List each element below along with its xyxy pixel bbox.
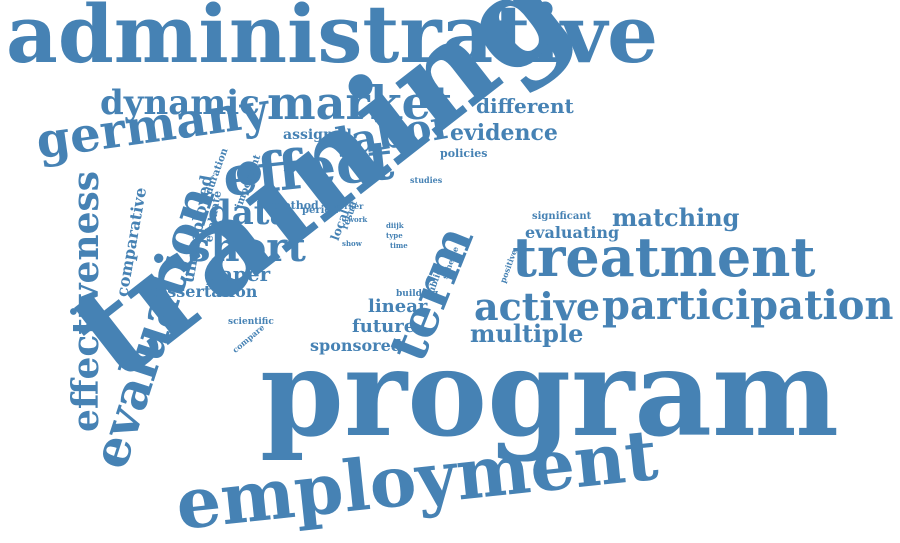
word-period: period: [302, 205, 339, 216]
word-market: market: [267, 76, 453, 130]
word-paper: paper: [206, 262, 271, 286]
word-dynamic: dynamic: [100, 83, 260, 123]
word-show: show: [342, 239, 362, 248]
word-time: time: [390, 241, 408, 250]
word-administrative: administrative: [6, 0, 659, 81]
word-active: active: [474, 284, 601, 329]
word-future: future: [352, 316, 416, 337]
word-type: type: [386, 231, 403, 240]
word-multiple: multiple: [470, 319, 584, 348]
word-short: short: [188, 224, 306, 271]
word-policies: policies: [440, 147, 488, 160]
word-significant: significant: [532, 211, 592, 222]
word-sponsored: sponsored: [310, 336, 402, 355]
word-method: method: [272, 199, 319, 212]
word-linear: linear: [368, 296, 428, 317]
word-employment: employment: [171, 412, 662, 543]
word-different: different: [476, 94, 574, 118]
word-scientific: scientific: [228, 317, 274, 327]
word-work: work: [348, 215, 368, 224]
word-studies: studies: [410, 175, 443, 185]
word-participation: participation: [602, 282, 894, 329]
word-dissertation: dissertation: [150, 282, 258, 301]
word-diijk: diijk: [386, 221, 404, 230]
word-building: building: [396, 289, 439, 299]
word-data: data: [208, 193, 292, 233]
word-worker: worker: [332, 201, 364, 211]
word-effectiveness: effectiveness: [65, 170, 107, 432]
word-matching: matching: [612, 203, 740, 232]
word-assigned: assigned: [283, 127, 352, 143]
word-evaluating: evaluating: [525, 223, 620, 242]
word-treatment: treatment: [512, 225, 816, 289]
word-program: program: [260, 323, 840, 464]
word-evidence: evidence: [450, 120, 558, 146]
